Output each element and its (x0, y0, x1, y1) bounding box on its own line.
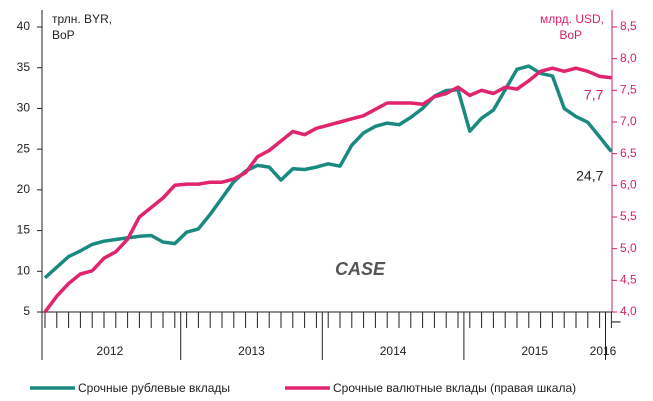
logo: CASE (335, 259, 386, 279)
y2-axis-title: млрд. USD, (540, 12, 604, 26)
series-line (43, 66, 612, 314)
year-label: 2016 (590, 344, 617, 358)
y2-axis-title: BoP (559, 28, 582, 42)
y-tick-label: 20 (17, 182, 31, 196)
y-tick-label: 10 (17, 263, 31, 277)
legend-label: Срочные рублевые вклады (78, 381, 230, 395)
y2-tick-label: 6,0 (620, 178, 637, 192)
y2-tick-label: 4,0 (620, 304, 637, 318)
y-tick-label: 35 (17, 60, 31, 74)
y2-tick-label: 7,0 (620, 114, 637, 128)
y2-tick-label: 4,5 (620, 273, 637, 287)
data-label: 24,7 (576, 167, 603, 183)
year-label: 2014 (380, 344, 407, 358)
y-tick-label: 5 (23, 304, 30, 318)
y-tick-label: 25 (17, 141, 31, 155)
y-tick-label: 30 (17, 101, 31, 115)
year-label: 2013 (238, 344, 265, 358)
y-tick-label: 15 (17, 223, 31, 237)
y-tick-label: 40 (17, 19, 31, 33)
y2-tick-label: 6,5 (620, 146, 637, 160)
data-label: 7,7 (584, 86, 604, 102)
y2-tick-label: 8,5 (620, 19, 637, 33)
series-line (43, 64, 613, 280)
x-tick-label: I (610, 320, 624, 323)
y-axis-title: BoP (52, 28, 75, 42)
y2-tick-label: 8,0 (620, 51, 637, 65)
y2-tick-label: 5,5 (620, 209, 637, 223)
y2-tick-label: 7,5 (620, 83, 637, 97)
y2-tick-label: 5,0 (620, 241, 637, 255)
year-label: 2012 (97, 344, 124, 358)
year-label: 2015 (521, 344, 548, 358)
legend-label: Срочные валютные вклады (правая шкала) (333, 381, 576, 395)
y-axis-title: трлн. BYR, (52, 12, 112, 26)
